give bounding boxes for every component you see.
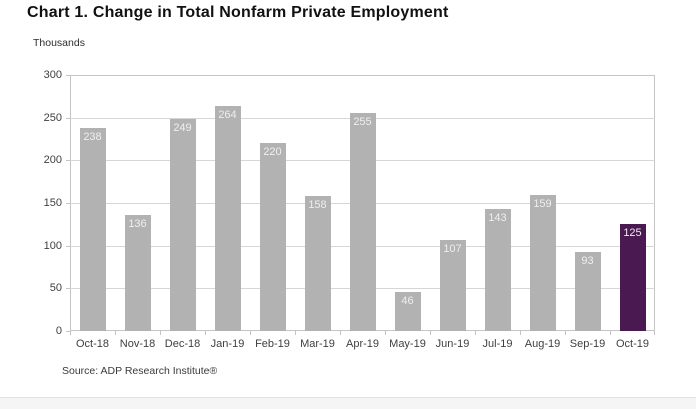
x-axis-tick bbox=[340, 331, 341, 335]
x-tick-label: Mar-19 bbox=[300, 338, 335, 350]
bar-value-label: 125 bbox=[623, 227, 642, 239]
source-label: Source: ADP Research Institute® bbox=[62, 365, 218, 377]
y-axis-tick bbox=[66, 331, 70, 332]
x-axis-tick bbox=[70, 331, 71, 335]
bar-value-label: 255 bbox=[353, 116, 372, 128]
y-axis-tick bbox=[66, 246, 70, 247]
bar bbox=[530, 195, 556, 331]
bar bbox=[395, 292, 421, 331]
x-axis-tick bbox=[295, 331, 296, 335]
y-axis-tick bbox=[66, 160, 70, 161]
bar bbox=[305, 196, 331, 331]
x-tick-label: Oct-18 bbox=[75, 338, 109, 350]
x-tick-label: Aug-19 bbox=[524, 338, 561, 350]
bar-value-label: 238 bbox=[83, 131, 102, 143]
bar bbox=[170, 119, 196, 331]
bar-value-label: 158 bbox=[308, 199, 327, 211]
page-bottom-strip bbox=[0, 397, 696, 409]
y-tick-label: 100 bbox=[43, 240, 62, 252]
chart-title: Chart 1. Change in Total Nonfarm Private… bbox=[27, 4, 449, 21]
x-axis-tick bbox=[250, 331, 251, 335]
bar bbox=[80, 128, 106, 331]
bar-value-label: 136 bbox=[128, 218, 147, 230]
bar-value-label: 46 bbox=[401, 295, 414, 307]
y-tick-label: 50 bbox=[49, 282, 62, 294]
x-tick-label: Sep-19 bbox=[569, 338, 606, 350]
x-axis-tick bbox=[565, 331, 566, 335]
y-axis-tick bbox=[66, 288, 70, 289]
bar bbox=[485, 209, 511, 331]
y-axis-tick bbox=[66, 203, 70, 204]
bar-value-label: 159 bbox=[533, 198, 552, 210]
bar bbox=[440, 240, 466, 331]
bar bbox=[260, 143, 286, 331]
bar-value-label: 93 bbox=[581, 255, 594, 267]
bar bbox=[125, 215, 151, 331]
bar-value-label: 220 bbox=[263, 146, 282, 158]
x-tick-label: Jun-19 bbox=[435, 338, 470, 350]
y-axis-units-label: Thousands bbox=[33, 37, 85, 49]
x-tick-label: Jul-19 bbox=[482, 338, 513, 350]
y-tick-label: 150 bbox=[43, 197, 62, 209]
x-axis-tick bbox=[654, 331, 655, 335]
x-axis-tick bbox=[430, 331, 431, 335]
x-axis-tick bbox=[205, 331, 206, 335]
x-tick-label: Nov-18 bbox=[119, 338, 156, 350]
bar bbox=[350, 113, 376, 331]
x-axis-tick bbox=[160, 331, 161, 335]
bar-value-label: 143 bbox=[488, 212, 507, 224]
bar-value-label: 249 bbox=[173, 122, 192, 134]
bar bbox=[575, 252, 601, 331]
y-axis-tick bbox=[66, 75, 70, 76]
y-tick-label: 300 bbox=[43, 69, 62, 81]
x-axis-tick bbox=[610, 331, 611, 335]
bar bbox=[215, 106, 241, 331]
x-tick-label: Apr-19 bbox=[345, 338, 380, 350]
bar-value-label: 107 bbox=[443, 243, 462, 255]
x-tick-label: Feb-19 bbox=[255, 338, 290, 350]
x-tick-label: May-19 bbox=[389, 338, 426, 350]
x-axis-tick bbox=[115, 331, 116, 335]
bar-chart: 0 50 100 150 200 250 300 238 Oct-18 136 Nov-18 249 D… bbox=[44, 70, 655, 350]
x-tick-label: Oct-19 bbox=[615, 338, 649, 350]
y-tick-label: 200 bbox=[43, 154, 62, 166]
x-tick-label: Jan-19 bbox=[210, 338, 245, 350]
y-tick-label: 0 bbox=[55, 325, 62, 337]
x-tick-label: Dec-18 bbox=[164, 338, 201, 350]
x-axis-tick bbox=[475, 331, 476, 335]
x-axis-tick bbox=[520, 331, 521, 335]
y-tick-label: 250 bbox=[43, 112, 62, 124]
y-axis-tick bbox=[66, 118, 70, 119]
bar-value-label: 264 bbox=[218, 109, 237, 121]
bar-highlighted bbox=[620, 224, 646, 331]
x-axis-tick bbox=[385, 331, 386, 335]
